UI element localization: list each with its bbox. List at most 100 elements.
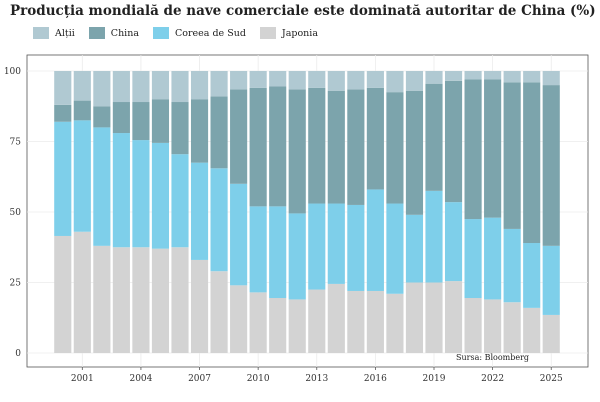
x-tick-label: 2013 — [305, 374, 328, 384]
x-tick-label: 2007 — [188, 374, 211, 384]
bar-china-2004 — [132, 102, 150, 141]
bar-altii-2000 — [54, 71, 72, 105]
bar-coreea-de-sud-2013 — [308, 203, 326, 290]
bar-coreea-de-sud-2019 — [425, 190, 443, 283]
legend-item-japonia: Japonia — [259, 27, 318, 39]
bar-japonia-2015 — [347, 290, 365, 353]
bar-altii-2004 — [132, 71, 150, 103]
bar-altii-2019 — [425, 71, 443, 84]
bar-china-2017 — [386, 92, 404, 204]
bar-china-2019 — [425, 83, 443, 191]
bar-japonia-2008 — [210, 271, 228, 353]
legend-swatch-china — [88, 27, 105, 39]
legend-label-coreea-de-sud: Coreea de Sud — [175, 27, 246, 39]
bar-japonia-2000 — [54, 235, 72, 353]
bar-china-2009 — [230, 89, 248, 184]
bar-coreea-de-sud-2001 — [73, 120, 91, 232]
bar-japonia-2018 — [405, 282, 424, 353]
bar-coreea-de-sud-2025 — [542, 245, 560, 315]
bar-china-2016 — [366, 87, 384, 190]
bar-coreea-de-sud-2010 — [249, 206, 267, 293]
bar-japonia-2001 — [73, 231, 91, 353]
bar-japonia-2014 — [327, 283, 345, 353]
x-tick-label: 2010 — [247, 374, 270, 384]
bar-japonia-2003 — [112, 247, 130, 353]
bar-altii-2002 — [93, 71, 111, 107]
x-tick-label: 2016 — [364, 374, 387, 384]
bar-altii-2015 — [347, 71, 365, 90]
bar-china-2015 — [347, 89, 365, 205]
bar-japonia-2024 — [523, 307, 541, 353]
bar-japonia-2006 — [171, 247, 189, 353]
bar-china-2013 — [308, 87, 326, 204]
bar-japonia-2010 — [249, 292, 267, 353]
bar-coreea-de-sud-2007 — [190, 162, 209, 260]
bar-china-2003 — [112, 102, 130, 134]
bar-altii-2022 — [484, 71, 502, 80]
bar-coreea-de-sud-2006 — [171, 154, 189, 248]
bar-japonia-2013 — [308, 289, 326, 353]
bar-japonia-2023 — [503, 302, 521, 353]
bar-japonia-2019 — [425, 282, 443, 353]
bar-altii-2011 — [269, 71, 287, 87]
bar-coreea-de-sud-2000 — [54, 121, 72, 236]
bar-altii-2017 — [386, 71, 404, 93]
bar-china-2022 — [484, 79, 502, 218]
legend-swatch-altii — [33, 27, 49, 39]
bar-altii-2008 — [210, 71, 228, 97]
bar-coreea-de-sud-2023 — [503, 228, 521, 303]
bar-altii-2007 — [190, 71, 209, 100]
bar-china-2020 — [444, 80, 463, 203]
bar-altii-2006 — [171, 71, 189, 103]
bar-coreea-de-sud-2021 — [464, 219, 482, 299]
bar-china-2012 — [288, 89, 306, 214]
bar-coreea-de-sud-2014 — [327, 203, 345, 284]
x-tick-label: 2025 — [540, 374, 563, 384]
bar-coreea-de-sud-2009 — [230, 183, 248, 286]
bar-china-2014 — [327, 90, 345, 204]
bar-china-2018 — [405, 90, 424, 215]
bar-altii-2013 — [308, 71, 326, 88]
legend-item-altii: Alții — [33, 27, 75, 39]
y-tick-label: 0 — [15, 349, 21, 359]
bar-coreea-de-sud-2011 — [269, 206, 287, 299]
x-tick-label: 2004 — [129, 374, 152, 384]
bar-altii-2012 — [288, 71, 306, 90]
bar-altii-2018 — [405, 71, 424, 91]
bar-japonia-2021 — [464, 298, 482, 353]
bar-china-2010 — [249, 87, 267, 207]
bar-japonia-2011 — [269, 298, 287, 353]
bar-japonia-2022 — [484, 299, 502, 353]
bar-coreea-de-sud-2012 — [288, 213, 306, 300]
bar-coreea-de-sud-2002 — [93, 127, 111, 246]
legend-label-japonia: Japonia — [281, 27, 318, 39]
bar-china-2005 — [151, 99, 170, 143]
legend-item-china: China — [88, 27, 139, 39]
y-tick-label: 100 — [4, 67, 21, 77]
bar-japonia-2002 — [93, 245, 111, 353]
bar-altii-2014 — [327, 71, 345, 91]
legend-swatch-japonia — [259, 27, 276, 39]
bar-altii-2025 — [542, 71, 560, 86]
bar-japonia-2004 — [132, 247, 150, 353]
bar-china-2006 — [171, 102, 189, 155]
bar-coreea-de-sud-2017 — [386, 203, 404, 294]
bar-altii-2009 — [230, 71, 248, 90]
bar-japonia-2016 — [366, 290, 384, 353]
bar-coreea-de-sud-2008 — [210, 168, 228, 272]
x-tick-label: 2001 — [71, 374, 94, 384]
x-tick-label: 2022 — [481, 374, 504, 384]
bar-japonia-2020 — [444, 281, 463, 353]
bar-coreea-de-sud-2018 — [405, 214, 424, 283]
bar-coreea-de-sud-2016 — [366, 189, 384, 291]
y-tick-label: 75 — [10, 138, 22, 148]
bar-coreea-de-sud-2004 — [132, 140, 150, 248]
bar-japonia-2009 — [230, 285, 248, 353]
bar-coreea-de-sud-2024 — [523, 243, 541, 308]
bar-coreea-de-sud-2022 — [484, 217, 502, 300]
bar-china-2007 — [190, 99, 209, 163]
y-tick-label: 25 — [10, 279, 22, 289]
bar-japonia-2007 — [190, 259, 209, 353]
